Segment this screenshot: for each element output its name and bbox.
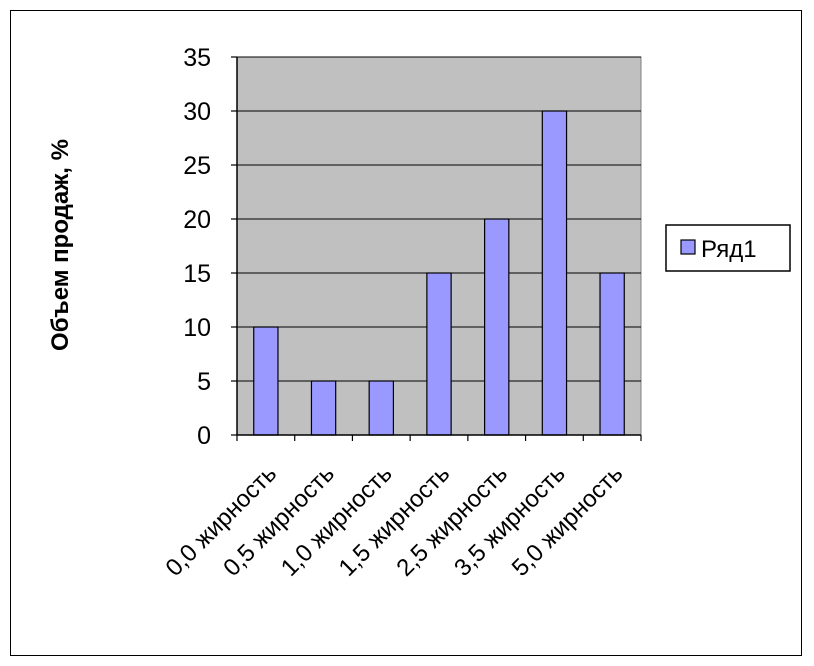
- y-tick-label: 20: [183, 206, 211, 234]
- y-tick-label: 10: [183, 314, 211, 342]
- bar-4: [426, 272, 452, 436]
- y-tick-label: 15: [183, 260, 211, 288]
- bar-2: [310, 380, 337, 436]
- axes: [236, 57, 641, 436]
- legend-swatch: [680, 239, 696, 255]
- legend-label: Ряд1: [701, 236, 757, 263]
- bar-5: [483, 218, 510, 436]
- y-tick-label: 5: [197, 368, 211, 396]
- y-tick-label: 35: [183, 44, 211, 72]
- y-tick-label: 30: [183, 98, 211, 126]
- bar-6: [541, 110, 568, 436]
- legend: Ряд1: [665, 224, 791, 272]
- y-tick-label: 25: [183, 152, 211, 180]
- bar-1: [253, 326, 279, 436]
- bar-7: [599, 272, 625, 436]
- y-axis-title: Объем продаж, %: [47, 139, 74, 351]
- bars: [253, 110, 625, 436]
- y-tick-labels: 0 5 10 15 20 25 30 35: [183, 44, 237, 450]
- bar-3: [368, 380, 395, 436]
- y-tick-label: 0: [197, 422, 211, 450]
